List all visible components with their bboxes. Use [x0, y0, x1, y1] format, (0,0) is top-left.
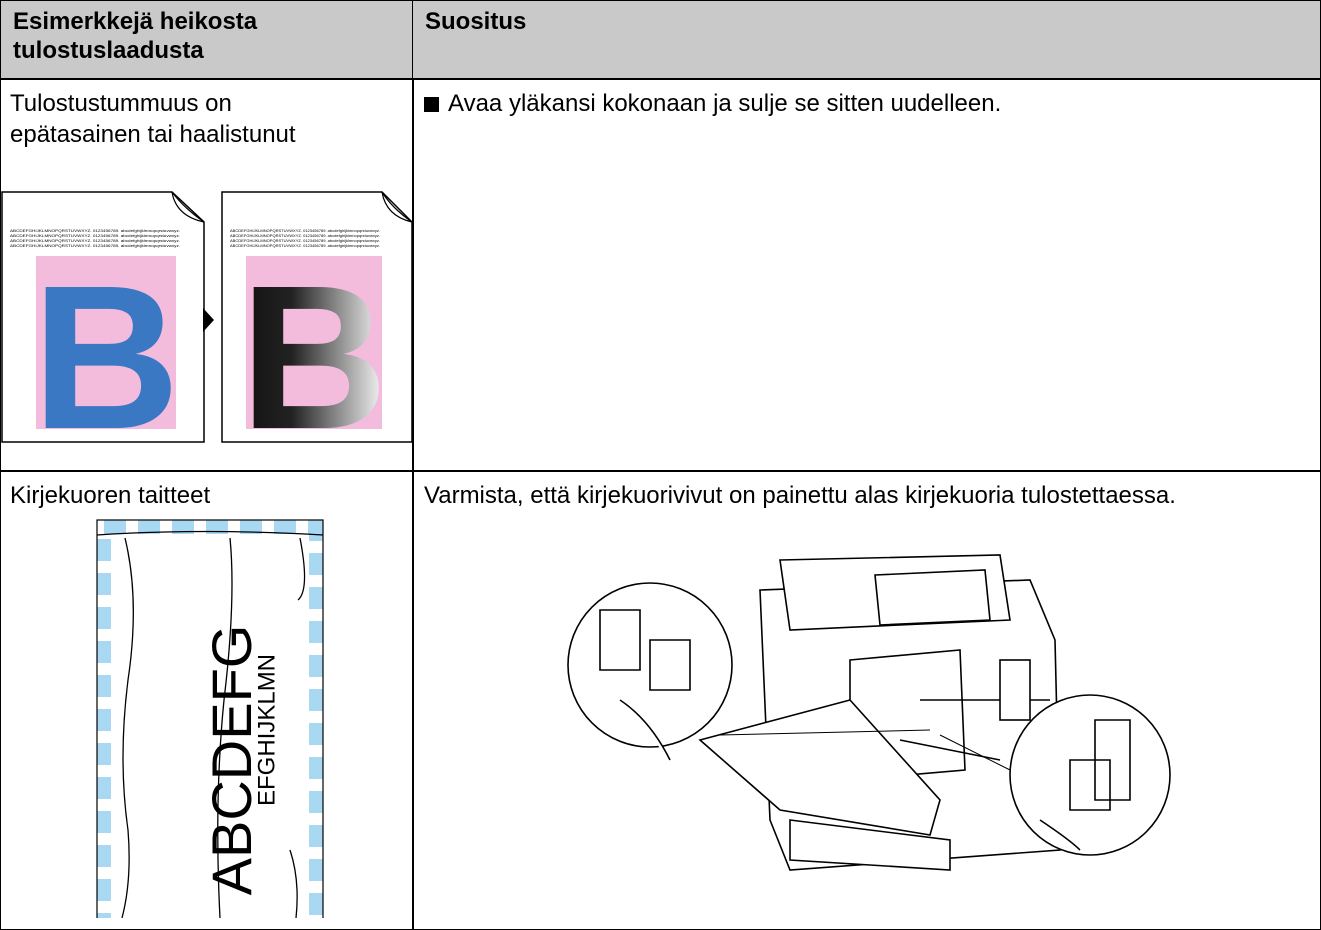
sample-line: ABCDEFGHIJKLMNOPQRSTUVWXYZ. 0123456789. … [230, 243, 380, 248]
color-block [36, 256, 176, 429]
sample-line: ABCDEFGHIJKLMNOPQRSTUVWXYZ. 0123456789. … [230, 238, 380, 243]
header-cell: Suositus [412, 0, 1321, 80]
sample-letter: B [240, 243, 388, 472]
arrow [203, 308, 214, 332]
sample-line: ABCDEFGHIJKLMNOPQRSTUVWXYZ. 0123456789. … [230, 228, 380, 233]
envelope-text: ABCDEFG [200, 625, 263, 896]
sample-line: ABCDEFGHIJKLMNOPQRSTUVWXYZ. 0123456789. … [10, 228, 180, 233]
envelope-border [97, 520, 323, 918]
sample-line: ABCDEFGHIJKLMNOPQRSTUVWXYZ. 0123456789. … [10, 243, 180, 248]
header-text: Esimerkkejä heikosta tulostuslaadusta [13, 8, 258, 64]
crease [121, 537, 134, 918]
printer-drawing [567, 554, 1171, 871]
sample-line: ABCDEFGHIJKLMNOPQRSTUVWXYZ. 0123456789. … [230, 233, 380, 238]
crease [217, 537, 233, 918]
header-text: Suositus [425, 8, 527, 35]
page-fold [171, 191, 205, 223]
bullet [424, 97, 439, 112]
crease [289, 537, 306, 918]
header-cell: Esimerkkejä heikosta tulostuslaadusta [0, 0, 414, 80]
envelope-outline [96, 519, 324, 918]
page-fold [381, 191, 413, 223]
sample-line: ABCDEFGHIJKLMNOPQRSTUVWXYZ. 0123456789. … [10, 238, 180, 243]
sample-letter: B [32, 243, 180, 472]
recommendation-text: Avaa yläkansi kokonaan ja sulje se sitte… [448, 90, 1002, 117]
color-block [246, 256, 382, 429]
envelope-text: EFGHIJKLMN [253, 654, 280, 806]
envelope [97, 520, 323, 918]
recommendation-text: Varmista, että kirjekuorivivut on painet… [424, 482, 1176, 509]
sample-line: ABCDEFGHIJKLMNOPQRSTUVWXYZ. 0123456789. … [10, 233, 180, 238]
table-cell [0, 78, 414, 472]
problem-text: Tulostustummuus on epätasainen tai haali… [10, 90, 296, 148]
crease [97, 530, 323, 536]
problem-text: Kirjekuoren taitteet [10, 482, 211, 509]
